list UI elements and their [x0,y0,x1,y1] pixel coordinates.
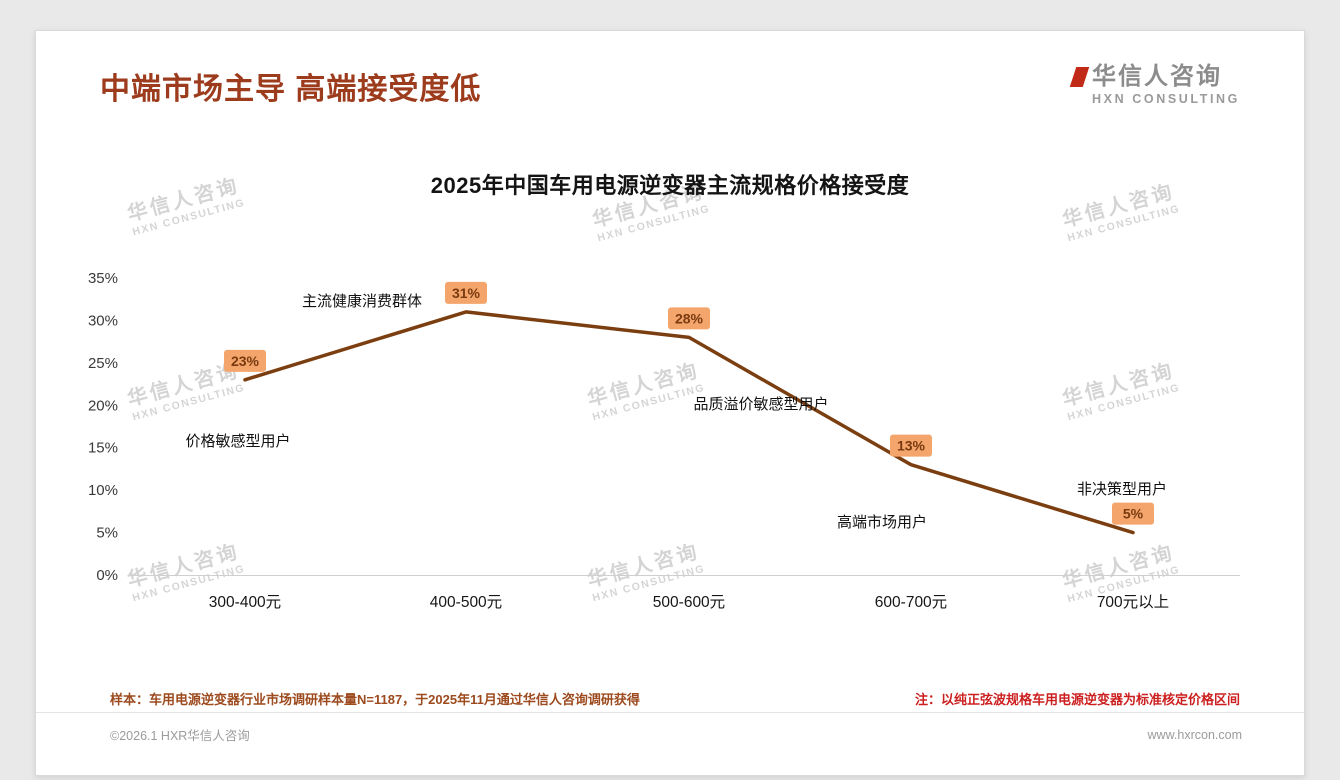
logo-cn-text: 华信人咨询 [1092,63,1223,90]
svg-text:高端市场用户: 高端市场用户 [837,514,927,531]
svg-text:15%: 15% [88,440,118,457]
line-chart: 0% 5% 10% 15% 20% 25% 30% 35% 300-400元 400-500元 50… [88,270,1240,611]
svg-text:600-700元: 600-700元 [875,594,947,611]
svg-text:30%: 30% [88,312,118,329]
svg-text:35%: 35% [88,270,118,287]
page-title: 中端市场主导 高端接受度低 [100,73,482,106]
svg-text:主流健康消费群体: 主流健康消费群体 [302,293,422,310]
svg-text:0%: 0% [96,567,118,584]
svg-text:700元以上: 700元以上 [1097,593,1169,611]
svg-text:28%: 28% [675,310,704,326]
price-note: 注：以纯正弦波规格车用电源逆变器为标准核定价格区间 [914,692,1240,707]
svg-text:500-600元: 500-600元 [653,594,725,611]
logo-mark-icon [1069,67,1090,87]
svg-text:5%: 5% [96,525,118,542]
logo-en-text: HXN CONSULTING [1092,92,1240,107]
svg-text:非决策型用户: 非决策型用户 [1077,481,1167,498]
svg-text:5%: 5% [1123,506,1144,522]
svg-text:20%: 20% [88,397,118,414]
bottom-bar: ©2026.1 HXR华信人咨询 www.hxrcon.com [36,712,1304,756]
chart-title: 2025年中国车用电源逆变器主流规格价格接受度 [430,173,910,198]
svg-text:23%: 23% [231,353,260,369]
sample-note: 样本：车用电源逆变器行业市场调研样本量N=1187，于2025年11月通过华信人… [110,692,640,707]
svg-text:300-400元: 300-400元 [209,594,281,611]
svg-text:31%: 31% [452,285,481,301]
svg-text:13%: 13% [897,438,926,454]
svg-text:品质溢价敏感型用户: 品质溢价敏感型用户 [693,396,828,413]
brand-logo: 华信人咨询 HXN CONSULTING [1069,63,1240,107]
copyright-text: ©2026.1 HXR华信人咨询 [110,729,250,743]
svg-text:价格敏感型用户: 价格敏感型用户 [185,433,290,450]
svg-text:400-500元: 400-500元 [430,594,502,611]
slide-card [35,30,1305,776]
svg-text:10%: 10% [88,482,118,499]
svg-text:25%: 25% [88,355,118,372]
website-text: www.hxrcon.com [1147,727,1242,742]
